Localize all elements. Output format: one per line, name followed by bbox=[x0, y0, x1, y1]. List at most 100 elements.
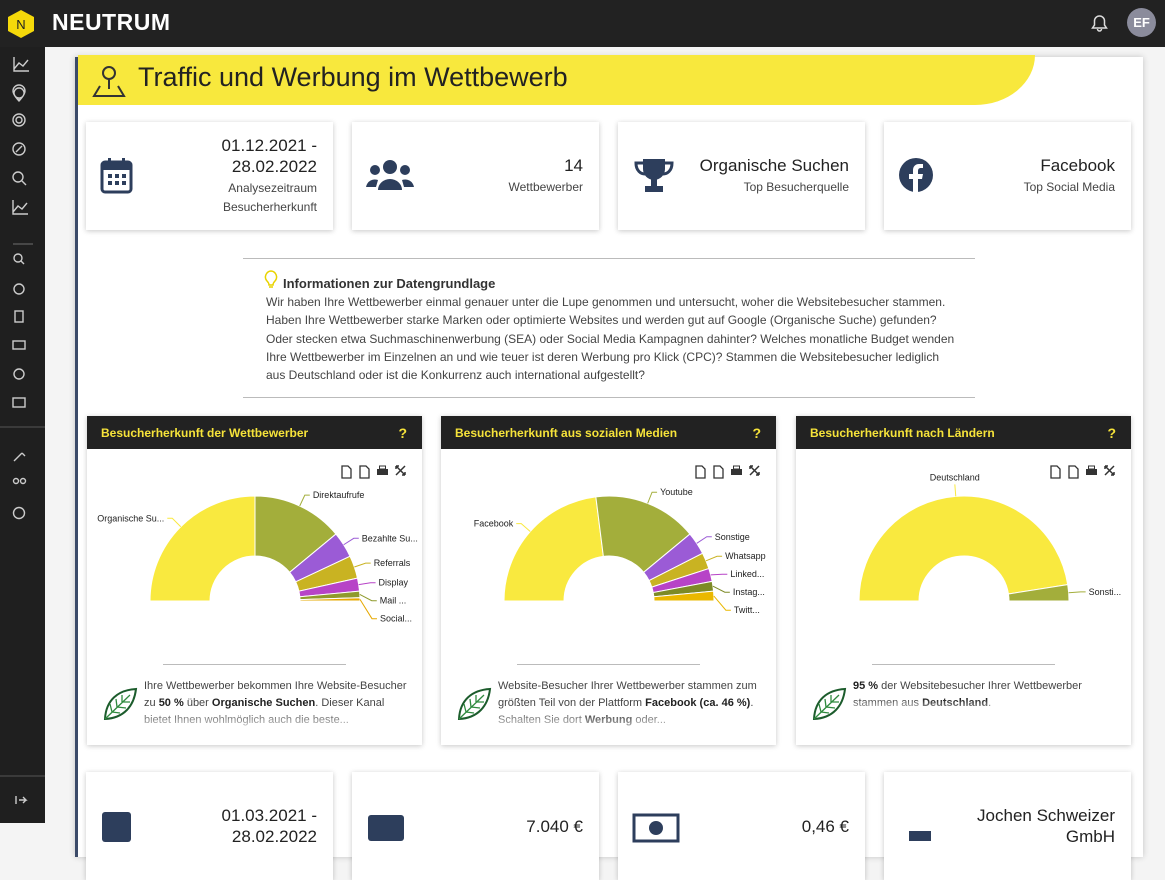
slice-label: Twitt... bbox=[734, 605, 760, 615]
leader-line bbox=[710, 573, 728, 576]
export-button[interactable] bbox=[713, 465, 724, 479]
file-icon bbox=[341, 465, 352, 479]
nav-icon[interactable] bbox=[12, 171, 24, 183]
export-button[interactable] bbox=[695, 465, 706, 479]
nav-icon[interactable] bbox=[12, 113, 26, 127]
leader-line bbox=[647, 491, 658, 504]
slice bbox=[149, 495, 256, 602]
expand-icon bbox=[395, 465, 406, 476]
panel-header: Besucherherkunft der Wettbewerber? bbox=[87, 416, 422, 449]
help-button[interactable]: ? bbox=[398, 425, 407, 441]
nav-icon[interactable] bbox=[12, 142, 26, 156]
nav-icon[interactable] bbox=[13, 253, 23, 263]
nav-icon[interactable] bbox=[14, 310, 24, 323]
chart: Deutschland Sonsti... bbox=[858, 465, 1121, 602]
leaf-vein bbox=[458, 694, 485, 720]
export-button[interactable] bbox=[1104, 465, 1115, 476]
panel-header: Besucherherkunft nach Ländern? bbox=[796, 416, 1131, 449]
description-text: Deutschland bbox=[922, 697, 989, 709]
slice bbox=[503, 496, 604, 602]
kpi-value: 14 bbox=[564, 156, 583, 175]
money-icon bbox=[632, 813, 680, 843]
slice-label: Linked... bbox=[730, 569, 764, 579]
file-icon bbox=[1050, 465, 1061, 479]
nav-icon[interactable] bbox=[13, 283, 25, 295]
card-icon bbox=[368, 815, 404, 841]
slice-label: Deutschland bbox=[930, 472, 980, 482]
calendar-icon bbox=[102, 812, 131, 842]
expand-icon bbox=[1104, 465, 1115, 476]
page-title: Traffic und Werbung im Wettbewerb bbox=[138, 62, 568, 92]
expand-icon bbox=[749, 465, 760, 476]
svg-text:N: N bbox=[16, 17, 25, 32]
collapse[interactable] bbox=[15, 796, 28, 804]
divider bbox=[872, 664, 1055, 665]
leader-line bbox=[359, 599, 377, 620]
help-button[interactable]: ? bbox=[752, 425, 761, 441]
slice-label: Mail ... bbox=[380, 596, 407, 606]
chart-panel: Besucherherkunft aus sozialen Medien? Fac… bbox=[441, 416, 776, 745]
export-button[interactable] bbox=[395, 465, 406, 476]
export-button[interactable] bbox=[749, 465, 760, 476]
help-button[interactable]: ? bbox=[1107, 425, 1116, 441]
panel-header: Besucherherkunft aus sozialen Medien? bbox=[441, 416, 776, 449]
logo-icon: N bbox=[8, 10, 34, 38]
sidebar-icons bbox=[0, 57, 45, 804]
nav-icon[interactable] bbox=[12, 506, 26, 520]
leader-line bbox=[954, 484, 957, 497]
kpi-label: Top Besucherquelle bbox=[743, 180, 849, 194]
file-icon bbox=[359, 465, 370, 479]
leaf-icon bbox=[103, 687, 138, 721]
kpi-value: Organische Suchen bbox=[699, 156, 849, 175]
kpi-card: 7.040 € bbox=[352, 772, 599, 880]
kpi-card: 14 Wettbewerber bbox=[352, 122, 599, 230]
kpi-value: 01.03.2021 - 28.02.2022 bbox=[221, 806, 317, 846]
leader-line bbox=[696, 536, 712, 544]
info-box: Informationen zur Datengrundlage Wir hab… bbox=[243, 258, 975, 398]
sidebar bbox=[0, 47, 45, 823]
nav-icon[interactable] bbox=[12, 477, 20, 485]
nav-icon[interactable] bbox=[12, 200, 28, 215]
slice-label: Whatsapp bbox=[725, 551, 766, 561]
export-button[interactable] bbox=[341, 465, 352, 479]
slice-label: Direktaufrufe bbox=[313, 490, 365, 500]
description-text: Werbung bbox=[584, 714, 633, 726]
nav-icon[interactable] bbox=[13, 57, 29, 72]
kpi-value: 0,46 € bbox=[801, 816, 849, 836]
notifications[interactable] bbox=[1091, 14, 1108, 32]
leader-line bbox=[516, 523, 531, 532]
description-text: oder... bbox=[632, 714, 666, 726]
nav-icon[interactable] bbox=[13, 452, 26, 462]
panel-title: Besucherherkunft der Wettbewerber bbox=[101, 426, 309, 440]
nav-icon[interactable] bbox=[12, 84, 26, 102]
leaf-icon bbox=[812, 687, 847, 721]
nav-icon[interactable] bbox=[13, 368, 25, 380]
description-text: . bbox=[988, 697, 992, 709]
users-icon bbox=[366, 160, 414, 190]
panel-title: Besucherherkunft nach Ländern bbox=[810, 426, 995, 440]
export-button[interactable] bbox=[1086, 465, 1097, 475]
export-button[interactable] bbox=[1068, 465, 1079, 479]
divider bbox=[517, 664, 700, 665]
print-icon bbox=[1086, 469, 1097, 475]
export-button[interactable] bbox=[1050, 465, 1061, 479]
description-text: Website-Besucher Ihrer Wettbewerber stam… bbox=[498, 680, 757, 709]
export-button[interactable] bbox=[359, 465, 370, 479]
slice-label: Instag... bbox=[733, 587, 765, 597]
nav-icon[interactable] bbox=[12, 397, 26, 408]
leader-line bbox=[705, 555, 723, 562]
print-icon bbox=[377, 469, 388, 475]
export-button[interactable] bbox=[377, 465, 388, 475]
file-icon bbox=[1068, 465, 1079, 479]
export-button[interactable] bbox=[731, 465, 742, 475]
avatar[interactable]: EF bbox=[1127, 8, 1156, 37]
slice-label: Youtube bbox=[660, 487, 693, 497]
slice-label: Organische Su... bbox=[97, 513, 164, 523]
file-icon bbox=[713, 465, 724, 479]
kpi-label: Top Social Media bbox=[1023, 180, 1115, 194]
nav-icon[interactable] bbox=[12, 340, 26, 350]
logo[interactable]: NEUTRUM bbox=[52, 9, 171, 35]
chart-panel: Besucherherkunft der Wettbewerber? Organi… bbox=[87, 416, 422, 745]
kpi-label: Analysezeitraum Besucherherkunft bbox=[222, 181, 317, 214]
chart: Facebook Youtube Sonstige Whatsapp Linked...… bbox=[474, 465, 766, 615]
